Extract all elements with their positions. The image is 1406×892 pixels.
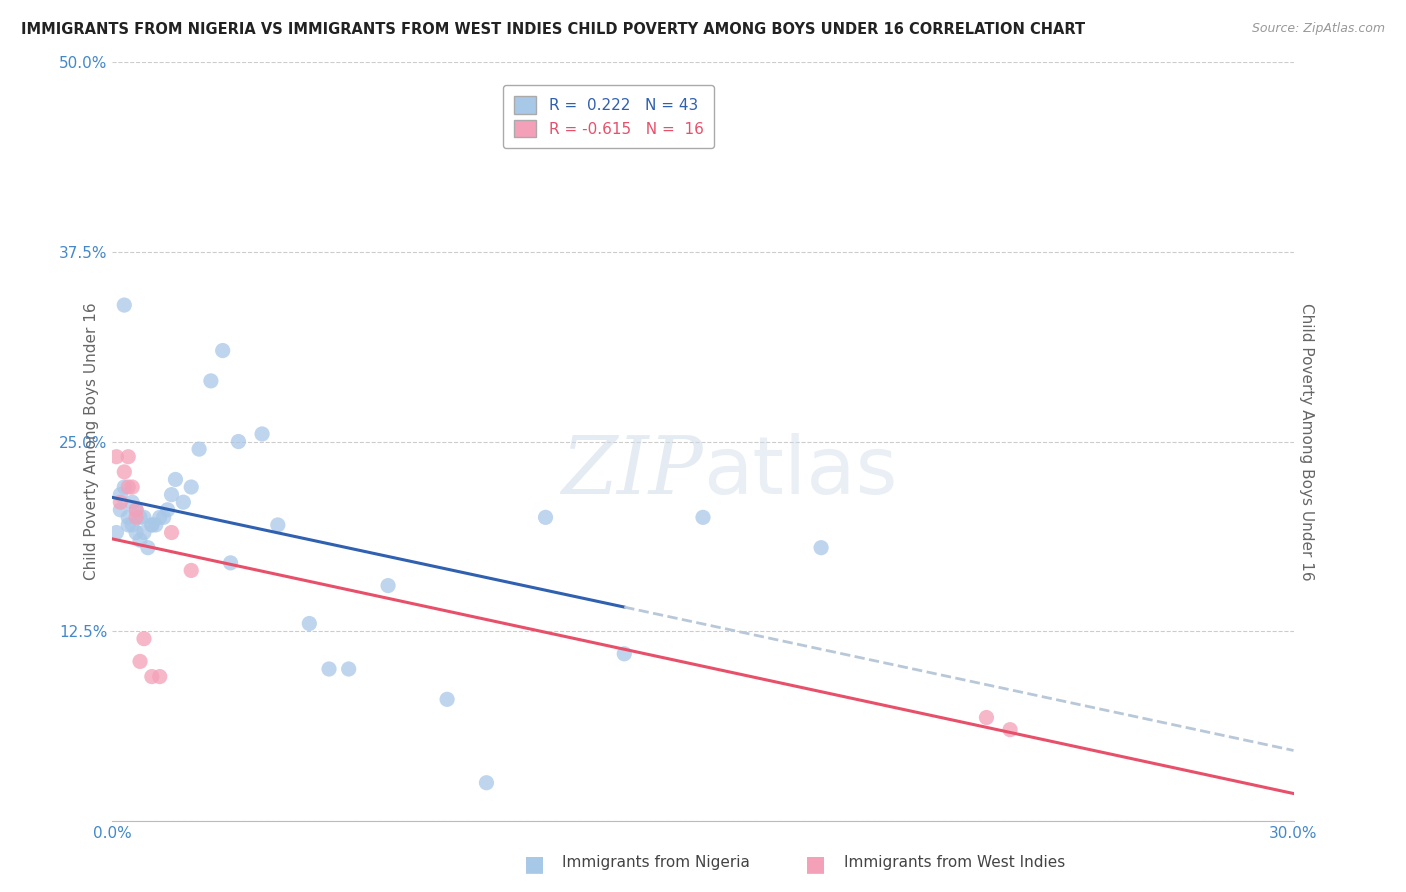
Point (180, 564, 202, 578)
Text: atlas: atlas (703, 433, 897, 511)
Point (121, 517, 143, 532)
Point (475, 776, 498, 790)
Point (125, 525, 148, 540)
Point (121, 495, 143, 509)
Point (112, 298, 135, 312)
Point (145, 517, 167, 532)
Point (132, 510, 155, 524)
Text: ZIP: ZIP (561, 434, 703, 510)
Point (211, 343, 233, 358)
Point (228, 434, 250, 449)
Point (152, 510, 174, 524)
Point (132, 525, 155, 540)
Point (160, 487, 183, 501)
Point (112, 465, 135, 479)
Point (188, 442, 211, 457)
Text: Immigrants from Nigeria: Immigrants from Nigeria (562, 855, 751, 870)
Point (117, 450, 139, 464)
Point (136, 541, 159, 555)
Point (129, 655, 152, 669)
Point (110, 503, 132, 517)
Point (976, 710, 998, 724)
Point (298, 616, 321, 631)
Point (377, 579, 399, 593)
Point (165, 473, 187, 487)
Point (172, 495, 194, 509)
Point (117, 480, 139, 494)
Point (117, 510, 139, 524)
Point (160, 525, 183, 540)
Point (692, 510, 714, 524)
Text: ■: ■ (806, 855, 825, 874)
Point (112, 480, 135, 494)
Point (129, 533, 152, 548)
Point (110, 495, 132, 509)
Point (141, 669, 163, 683)
Point (337, 662, 360, 676)
Text: IMMIGRANTS FROM NIGERIA VS IMMIGRANTS FROM WEST INDIES CHILD POVERTY AMONG BOYS : IMMIGRANTS FROM NIGERIA VS IMMIGRANTS FR… (21, 22, 1085, 37)
Point (219, 556, 242, 570)
Point (129, 510, 152, 524)
Point (613, 647, 636, 661)
Point (105, 525, 128, 540)
Point (810, 541, 832, 555)
Point (180, 480, 202, 494)
Text: Immigrants from West Indies: Immigrants from West Indies (844, 855, 1064, 870)
Point (125, 503, 148, 517)
Point (105, 450, 128, 464)
Point (110, 487, 132, 501)
Y-axis label: Child Poverty Among Boys Under 16: Child Poverty Among Boys Under 16 (83, 302, 98, 581)
Point (200, 374, 222, 388)
Point (121, 480, 143, 494)
Point (250, 427, 273, 442)
Point (149, 510, 172, 524)
Point (117, 517, 139, 532)
Legend: R =  0.222   N = 43, R = -0.615   N =  16: R = 0.222 N = 43, R = -0.615 N = 16 (503, 86, 714, 148)
Point (132, 632, 155, 646)
Text: ■: ■ (524, 855, 544, 874)
Y-axis label: Child Poverty Among Boys Under 16: Child Poverty Among Boys Under 16 (1299, 302, 1315, 581)
Point (267, 517, 290, 532)
Point (141, 517, 163, 532)
Point (998, 723, 1021, 737)
Point (125, 503, 148, 517)
Point (125, 510, 148, 524)
Point (141, 517, 163, 532)
Point (156, 503, 179, 517)
Point (149, 669, 172, 683)
Point (436, 692, 458, 706)
Point (534, 510, 557, 524)
Point (318, 662, 340, 676)
Text: Source: ZipAtlas.com: Source: ZipAtlas.com (1251, 22, 1385, 36)
